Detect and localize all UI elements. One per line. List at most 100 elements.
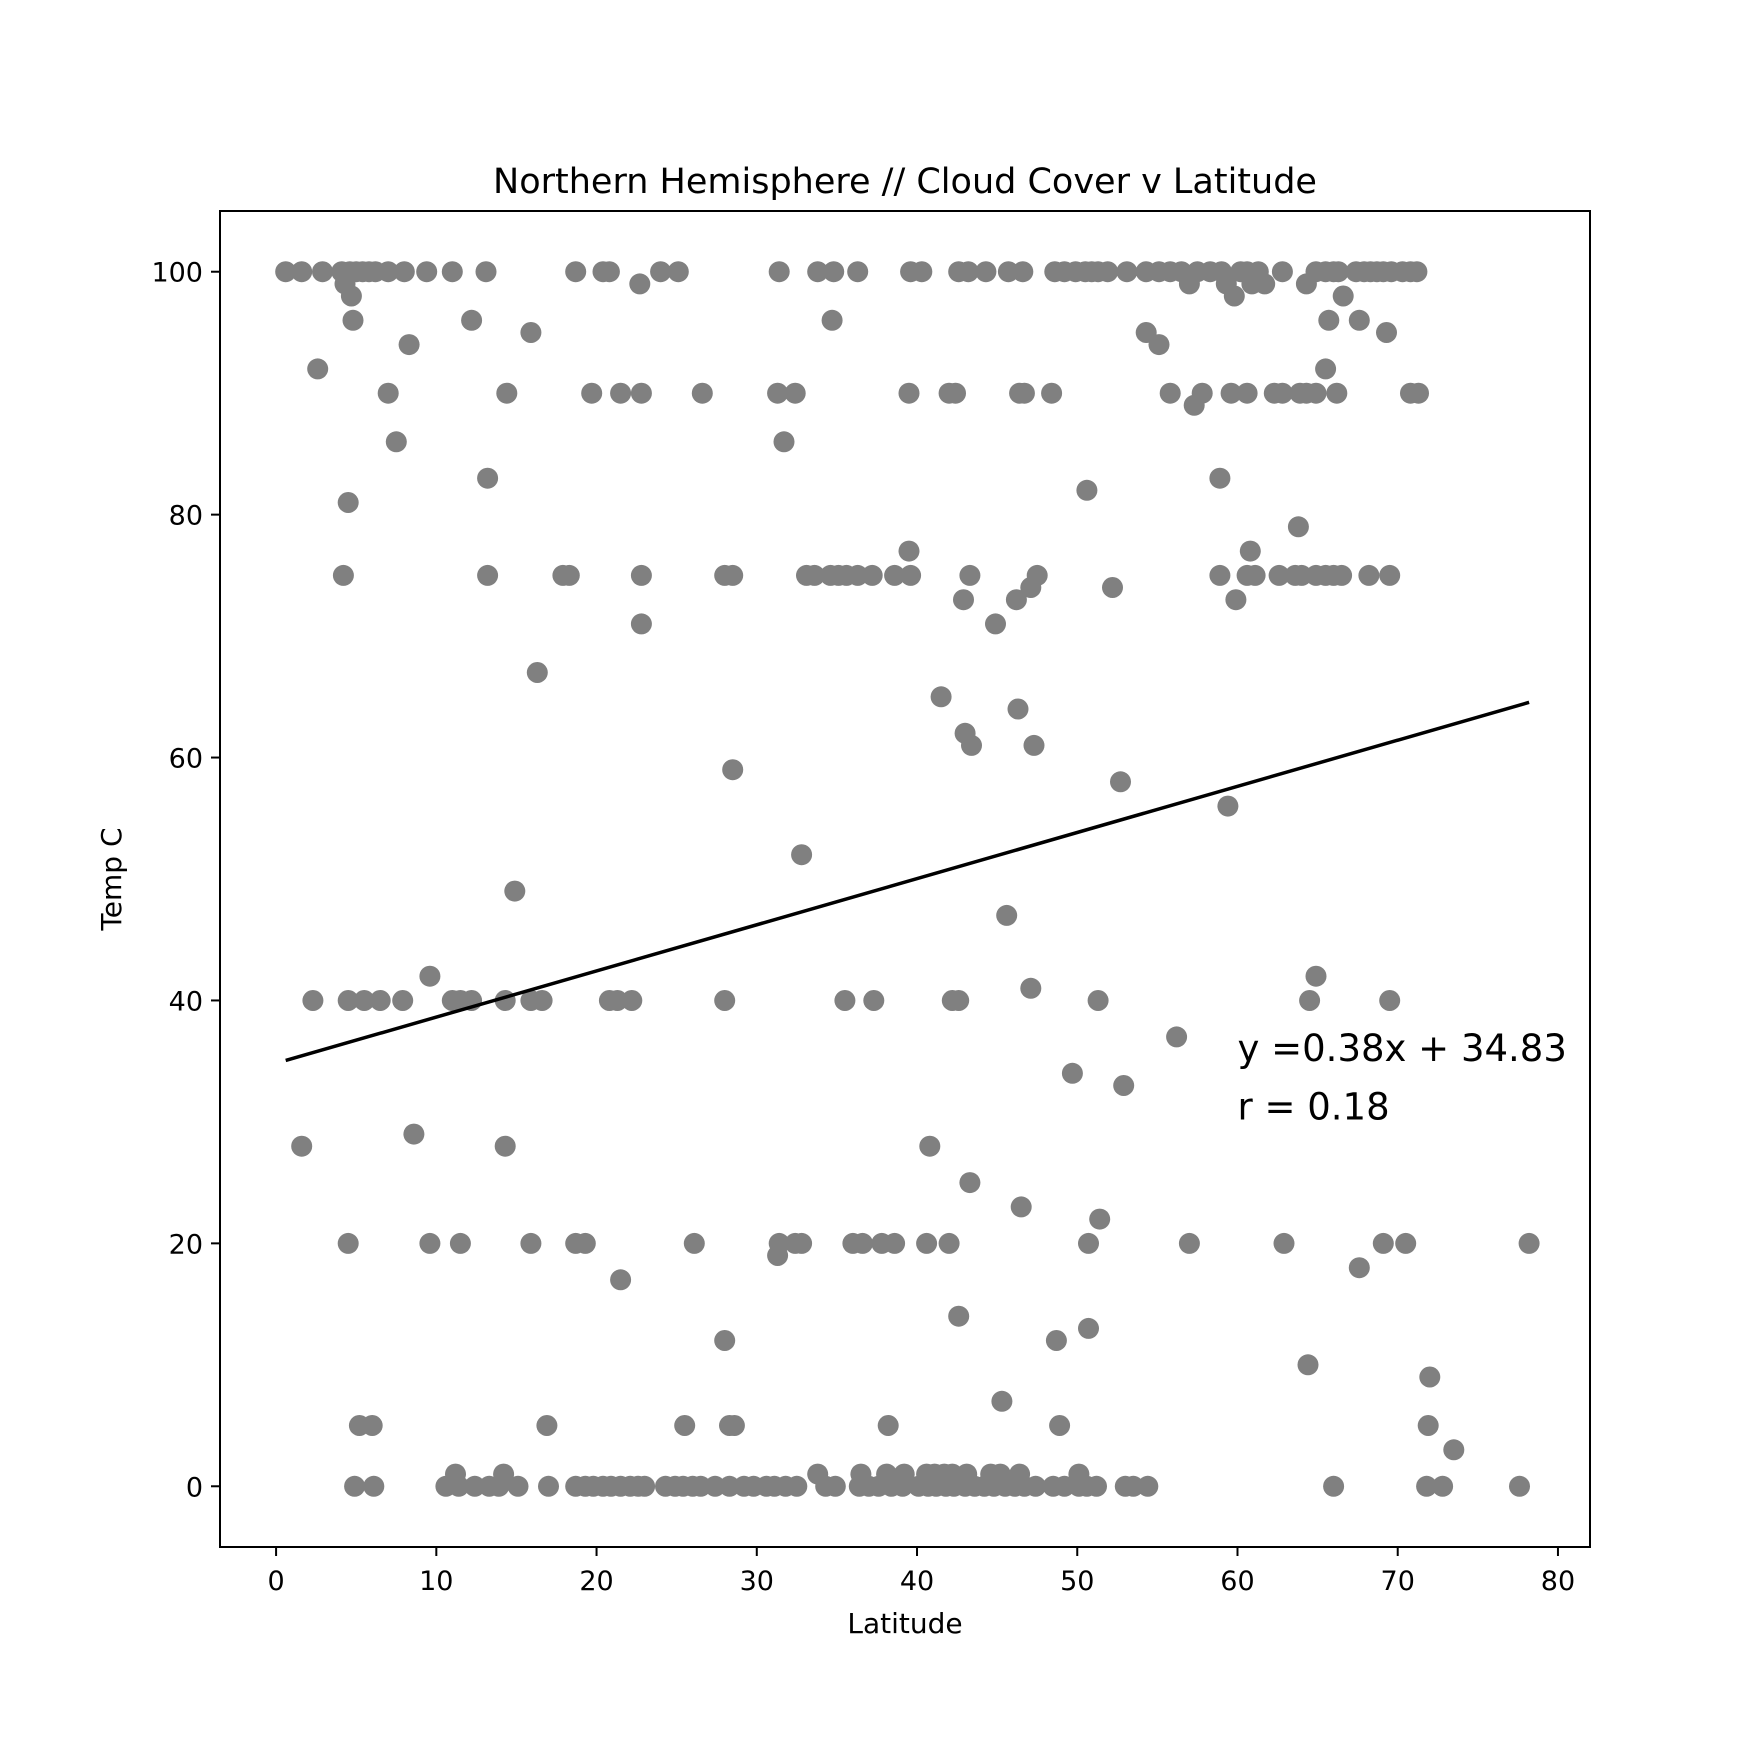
data-point-56 [1271, 261, 1293, 283]
data-point-170 [337, 990, 359, 1011]
data-point-196 [1113, 1075, 1135, 1096]
data-point-16 [565, 261, 587, 283]
data-point-232 [1045, 1330, 1067, 1351]
data-point-221 [1178, 1232, 1200, 1254]
data-point-169 [302, 990, 324, 1011]
data-point-111 [385, 431, 407, 453]
data-point-62 [1332, 285, 1354, 307]
data-point-171 [353, 990, 375, 1011]
annotation-layer: y =0.38x + 34.83 r = 0.18 [1237, 1027, 1566, 1128]
data-point-13 [416, 261, 438, 283]
data-point-88 [630, 382, 652, 404]
data-point-154 [1225, 589, 1247, 611]
x-tick-label: 20 [579, 1566, 613, 1597]
data-point-24 [823, 261, 845, 283]
data-point-89 [691, 382, 713, 404]
data-point-193 [1020, 977, 1042, 999]
data-point-187 [948, 990, 970, 1011]
data-point-132 [847, 564, 869, 586]
data-point-27 [911, 261, 933, 283]
data-point-159 [1007, 698, 1029, 720]
x-axis-label: Latitude [847, 1607, 962, 1640]
x-tick-label: 50 [1060, 1566, 1094, 1597]
data-point-220 [1078, 1232, 1099, 1254]
data-point-265 [464, 1475, 486, 1497]
data-point-106 [1305, 382, 1327, 404]
data-point-195 [1061, 1062, 1083, 1084]
data-point-318 [1122, 1475, 1144, 1497]
x-tick-label: 10 [419, 1566, 453, 1597]
data-point-230 [1078, 1317, 1099, 1339]
data-point-181 [606, 990, 628, 1011]
regression-line [285, 700, 1530, 1063]
data-point-267 [488, 1475, 510, 1497]
data-point-133 [861, 564, 883, 586]
data-point-116 [337, 492, 359, 513]
data-point-156 [985, 613, 1006, 635]
data-point-81 [1348, 309, 1370, 331]
data-point-76 [520, 322, 542, 343]
data-point-96 [1013, 382, 1035, 404]
data-point-32 [1012, 261, 1034, 283]
data-point-18 [598, 261, 620, 283]
data-point-189 [1299, 990, 1321, 1011]
data-point-197 [291, 1135, 313, 1157]
data-point-153 [1005, 589, 1027, 611]
data-point-73 [342, 309, 364, 331]
data-point-162 [1023, 734, 1045, 756]
data-point-83 [1315, 358, 1337, 380]
y-tick-label: 100 [151, 258, 203, 289]
regression-equation: y =0.38x + 34.83 [1237, 1027, 1566, 1070]
data-point-120 [332, 564, 354, 586]
data-point-298 [892, 1475, 914, 1497]
data-point-101 [1236, 382, 1258, 404]
y-tick-label: 0 [186, 1472, 203, 1503]
data-point-55 [1254, 273, 1276, 295]
data-point-268 [507, 1475, 529, 1497]
data-point-293 [824, 1475, 846, 1497]
data-point-243 [1049, 1415, 1071, 1436]
data-point-204 [337, 1232, 359, 1254]
data-point-235 [991, 1390, 1013, 1412]
points-layer [275, 261, 1540, 1497]
data-point-164 [1110, 771, 1131, 793]
data-point-152 [953, 589, 974, 611]
data-point-224 [1395, 1232, 1417, 1254]
data-point-172 [369, 990, 391, 1011]
data-point-237 [361, 1415, 383, 1436]
data-point-31 [997, 261, 1019, 283]
data-point-217 [884, 1232, 906, 1254]
data-point-316 [1086, 1475, 1107, 1497]
y-axis-label: Temp C [95, 827, 128, 931]
data-point-238 [536, 1415, 558, 1436]
data-point-262 [363, 1475, 385, 1497]
data-point-87 [610, 382, 632, 404]
data-point-200 [919, 1135, 941, 1157]
data-point-25 [847, 261, 869, 283]
x-tick-label: 60 [1220, 1566, 1254, 1597]
data-point-79 [1148, 334, 1170, 356]
data-point-50 [1223, 285, 1245, 307]
data-point-227 [1348, 1257, 1370, 1279]
data-point-149 [1379, 564, 1401, 586]
data-point-1 [291, 261, 313, 283]
data-point-114 [1209, 467, 1231, 489]
data-point-119 [1239, 540, 1261, 562]
data-point-40 [1116, 261, 1138, 283]
data-point-118 [898, 540, 920, 562]
regression-layer [285, 700, 1530, 1063]
x-axis: 0 10 20 30 40 50 60 70 80 [267, 1547, 1575, 1597]
correlation-label: r = 0.18 [1237, 1085, 1389, 1128]
data-point-141 [1268, 564, 1290, 586]
data-point-11 [377, 261, 399, 283]
data-point-190 [1379, 990, 1401, 1011]
data-point-147 [1331, 564, 1353, 586]
data-point-218 [916, 1232, 938, 1254]
data-point-161 [961, 734, 982, 756]
data-point-229 [948, 1305, 970, 1327]
data-point-150 [1020, 577, 1042, 598]
data-point-173 [392, 990, 414, 1011]
data-point-158 [930, 686, 952, 708]
data-point-283 [690, 1475, 712, 1497]
data-point-12 [393, 261, 415, 283]
